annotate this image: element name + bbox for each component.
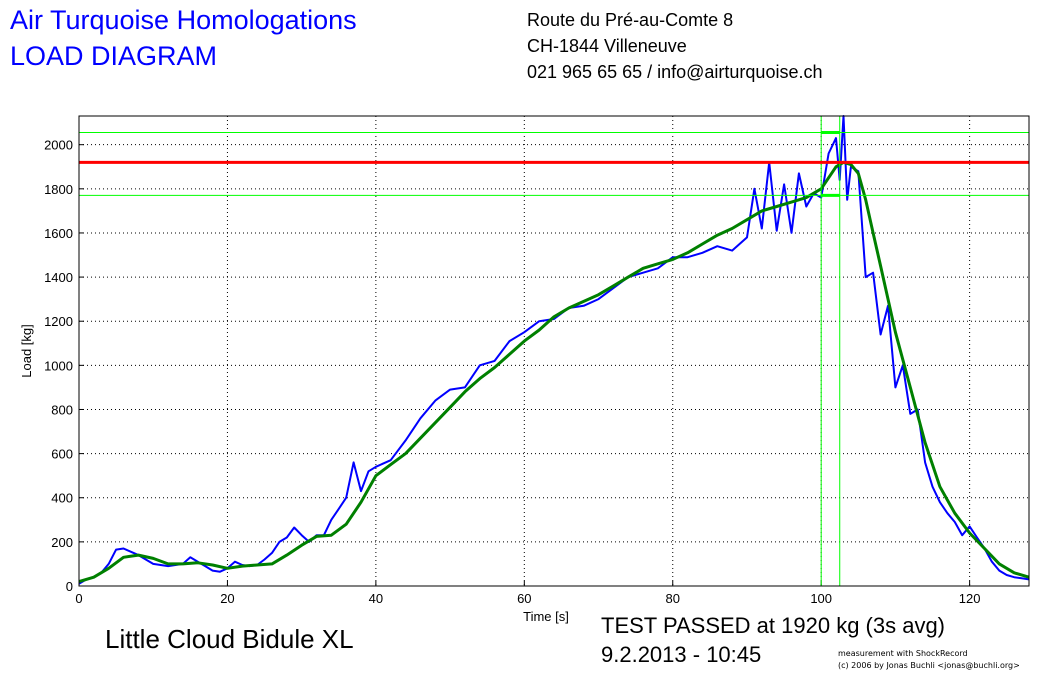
test-result: TEST PASSED at 1920 kg (3s avg)	[601, 613, 946, 638]
y-tick-label: 0	[66, 579, 73, 594]
ticks: 0 20 40 60 80 100 1200200400600800100012001400…	[44, 138, 980, 606]
plot-frame	[78, 115, 1030, 587]
address-contact: 021 965 65 65 / info@airturquoise.ch	[527, 62, 823, 82]
y-tick-label: 200	[51, 535, 73, 550]
x-tick-label: 20	[220, 591, 234, 606]
x-tick-label: 40	[369, 591, 383, 606]
series-avg-line	[78, 160, 1030, 584]
test-datetime: 9.2.2013 - 10:45	[601, 642, 762, 667]
glider-name: Little Cloud Bidule XL	[105, 624, 354, 654]
x-tick-label: 120	[959, 591, 981, 606]
x-tick-label: 60	[517, 591, 531, 606]
grid	[79, 116, 1029, 586]
y-tick-label: 1000	[44, 358, 73, 373]
y-tick-label: 1600	[44, 226, 73, 241]
series-layer	[78, 115, 1030, 585]
marker-layer	[79, 116, 1029, 586]
page-subtitle: LOAD DIAGRAM	[10, 41, 218, 71]
x-axis-label: Time [s]	[523, 609, 569, 624]
y-tick-label: 1800	[44, 182, 73, 197]
y-tick-label: 400	[51, 491, 73, 506]
credit-line-1: measurement with ShockRecord	[838, 649, 968, 658]
y-tick-label: 1200	[44, 314, 73, 329]
y-tick-label: 2000	[44, 138, 73, 153]
address-street: Route du Pré-au-Comte 8	[527, 10, 734, 30]
y-axis-label: Load [kg]	[19, 324, 34, 378]
y-tick-label: 800	[51, 402, 73, 417]
series-raw-line	[78, 115, 1030, 585]
address-city: CH-1844 Villeneuve	[527, 36, 687, 56]
y-tick-label: 600	[51, 447, 73, 462]
credit-line-2: (c) 2006 by Jonas Buchli <jonas@buchli.o…	[838, 661, 1020, 670]
x-tick-label: 80	[666, 591, 680, 606]
x-tick-label: 0	[75, 591, 82, 606]
y-tick-label: 1400	[44, 270, 73, 285]
page-title: Air Turquoise Homologations	[10, 5, 357, 35]
x-tick-label: 100	[810, 591, 832, 606]
